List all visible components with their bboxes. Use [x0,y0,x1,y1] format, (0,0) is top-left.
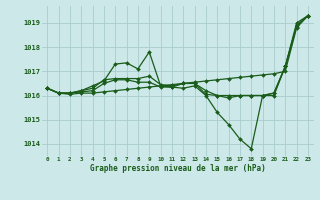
X-axis label: Graphe pression niveau de la mer (hPa): Graphe pression niveau de la mer (hPa) [90,164,266,173]
